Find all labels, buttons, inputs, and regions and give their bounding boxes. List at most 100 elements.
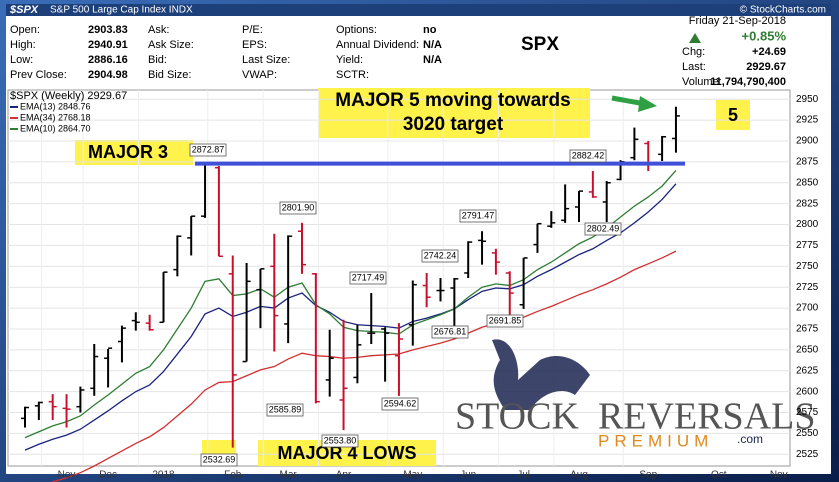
symbol: SPX <box>521 34 559 55</box>
field-label: Bid Size: <box>148 69 191 81</box>
ema-line <box>24 183 677 451</box>
y-tick-label: 2825 <box>796 198 819 209</box>
logo-word: PREMIUM <box>598 431 713 450</box>
x-tick-label: 2018 <box>152 470 175 481</box>
field-label: Ask: <box>148 24 169 36</box>
y-tick-label: 2700 <box>796 303 819 314</box>
y-tick-label: 2625 <box>796 365 819 376</box>
field-value: 2903.83 <box>88 24 128 36</box>
price-label-box <box>584 222 622 236</box>
price-label: 2594.62 <box>384 398 417 408</box>
x-tick-label: Jul <box>517 470 530 481</box>
legend-label: EMA(13) 2848.76 <box>20 101 91 111</box>
date: Friday 21-Sep-2018 <box>689 15 786 27</box>
field-label: EPS: <box>242 39 267 51</box>
field-label: P/E: <box>242 24 263 36</box>
price-label: 2676.81 <box>434 326 467 336</box>
change-pct: +0.85% <box>742 28 787 43</box>
arrow-head <box>638 96 657 112</box>
y-tick-label: 2775 <box>796 240 819 251</box>
field-value: 2886.16 <box>88 54 128 66</box>
price-label: 2872.87 <box>192 144 225 154</box>
y-tick-label: 2950 <box>796 94 819 105</box>
field-label: Yield: <box>336 54 363 66</box>
field-label: Bid: <box>148 54 167 66</box>
field-value: +24.69 <box>752 46 786 58</box>
field-value: 2940.91 <box>88 39 128 51</box>
legend-label: EMA(10) 2864.70 <box>20 123 91 133</box>
y-tick-label: 2575 <box>796 407 819 418</box>
field-value: no <box>423 24 437 36</box>
price-label: 2585.89 <box>269 404 302 414</box>
field-label: VWAP: <box>242 69 277 81</box>
x-tick-label: Nov <box>58 470 76 481</box>
credit: © StockCharts.com <box>740 5 826 16</box>
field-label: Low: <box>10 54 33 66</box>
field-label: SCTR: <box>336 69 369 81</box>
logo-suffix: .com <box>737 432 763 446</box>
x-tick-label: Nov <box>770 470 788 481</box>
field-label: High: <box>10 39 36 51</box>
x-tick-label: Mar <box>280 470 298 481</box>
field-label: Volume: <box>682 76 722 88</box>
price-label-box <box>279 201 317 215</box>
annotation-box <box>716 100 750 130</box>
header-subtitle: S&P 500 Large Cap Index INDX <box>50 5 193 16</box>
price-label: 2791.47 <box>462 210 495 220</box>
price-label-box <box>381 397 419 411</box>
y-tick-label: 2900 <box>796 136 819 147</box>
y-tick-label: 2850 <box>796 177 819 188</box>
price-label-box <box>349 271 387 285</box>
price-label-box <box>459 209 497 223</box>
price-label: 2801.90 <box>282 202 315 212</box>
field-label: Prev Close: <box>10 69 67 81</box>
price-label: 2691.85 <box>489 315 522 325</box>
price-label-box <box>189 143 227 157</box>
y-tick-label: 2750 <box>796 261 819 272</box>
annotation: 5 <box>728 105 738 125</box>
annotation-box <box>318 88 590 138</box>
field-value: 2904.98 <box>88 69 128 81</box>
ema-line <box>50 250 677 482</box>
x-tick-label: Apr <box>336 470 352 481</box>
price-label: 2882.42 <box>572 150 605 160</box>
annotation: MAJOR 5 moving towards <box>335 90 570 111</box>
price-label-box <box>200 453 238 467</box>
field-label: Chg: <box>682 46 705 58</box>
ema-line <box>24 170 677 439</box>
x-tick-label: Aug <box>570 470 588 481</box>
y-tick-label: 2525 <box>796 449 819 460</box>
legend-label: EMA(34) 2768.18 <box>20 112 91 122</box>
price-label-box <box>569 149 607 163</box>
price-label-box <box>431 325 469 339</box>
price-label: 2742.24 <box>424 250 457 260</box>
y-tick-label: 2600 <box>796 386 819 397</box>
field-label: Open: <box>10 24 40 36</box>
y-tick-label: 2925 <box>796 115 819 126</box>
annotation: MAJOR 3 <box>88 142 168 162</box>
field-value: N/A <box>423 39 442 51</box>
y-tick-label: 2725 <box>796 282 819 293</box>
header-title: $SPX <box>9 4 39 16</box>
price-label: 2717.49 <box>352 272 385 282</box>
price-label-box <box>321 434 359 448</box>
field-label: Last Size: <box>242 54 290 66</box>
price-label: 2553.80 <box>324 435 357 445</box>
price-label-box <box>266 403 304 417</box>
price-label: 2532.69 <box>203 454 236 464</box>
y-tick-label: 2800 <box>796 219 819 230</box>
annotation: 3020 target <box>403 114 504 135</box>
field-value: N/A <box>423 54 442 66</box>
annotation: MAJOR 4 LOWS <box>277 443 416 463</box>
x-tick-label: Dec <box>99 470 117 481</box>
field-value: 11,794,790,400 <box>710 76 786 88</box>
field-label: Options: <box>336 24 377 36</box>
x-tick-label: Sep <box>639 470 657 481</box>
field-label: Ask Size: <box>148 39 194 51</box>
y-tick-label: 2675 <box>796 324 819 335</box>
logo-word: REVERSALS <box>598 396 815 438</box>
price-label: 2802.49 <box>587 223 620 233</box>
x-tick-label: Jun <box>460 470 476 481</box>
up-arrow <box>689 33 701 43</box>
